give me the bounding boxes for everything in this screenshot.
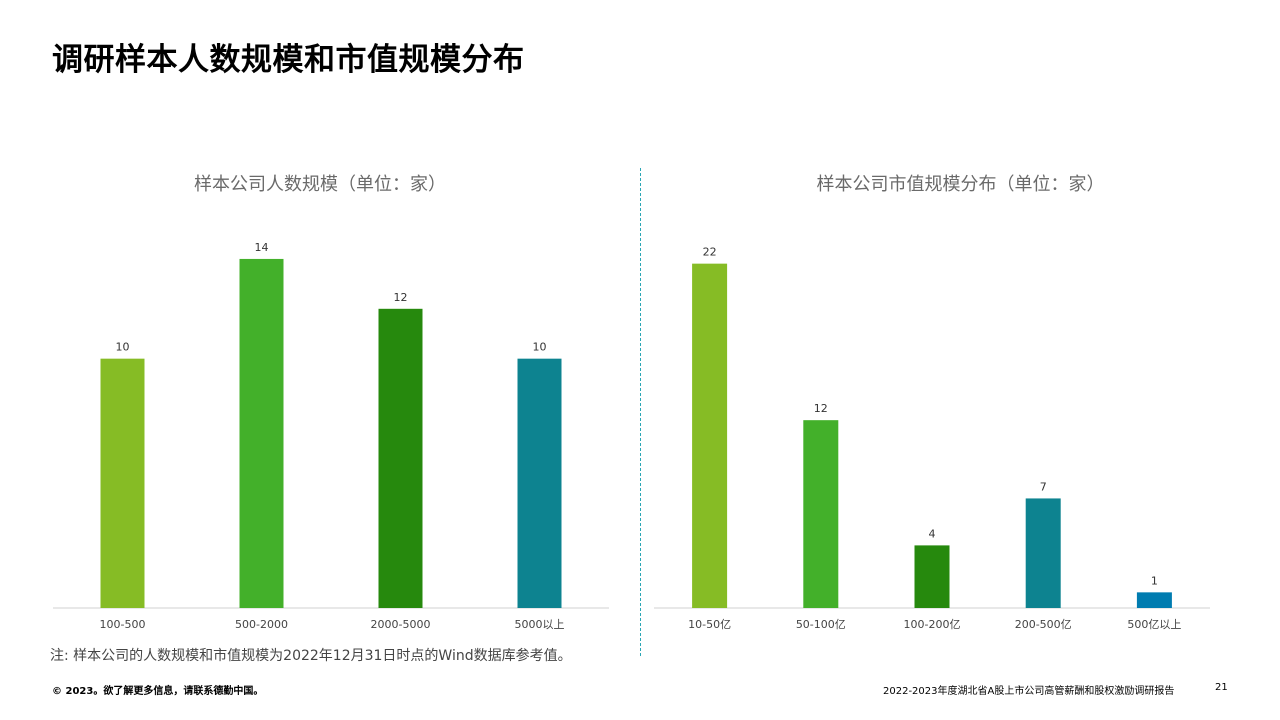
bar-2 — [239, 258, 284, 608]
data-label: 12 — [814, 402, 828, 415]
data-label: 14 — [255, 241, 269, 254]
x-tick-label: 10-50亿 — [688, 618, 731, 631]
x-tick-label: 500-2000 — [235, 618, 288, 631]
chart-title: 样本公司市值规模分布（单位：家） — [816, 174, 1105, 195]
bar-1 — [692, 263, 728, 608]
x-tick-label: 2000-5000 — [371, 618, 431, 631]
x-tick-label: 50-100亿 — [796, 618, 846, 631]
data-label: 12 — [394, 291, 408, 304]
x-tick-label: 500亿以上 — [1127, 618, 1181, 631]
x-tick-label: 200-500亿 — [1015, 618, 1072, 631]
chart-market-cap: 样本公司市值规模分布（单位：家） 22 10-50亿 12 50-100亿 4 100-2… — [641, 150, 1280, 640]
bar-5 — [1136, 592, 1172, 608]
data-label: 10 — [116, 341, 130, 354]
chart-employee-scale-plot: 10 100-500 14 500-2000 12 2000-5000 10 5000以上 — [53, 241, 609, 631]
data-label: 22 — [703, 246, 717, 259]
bar-3 — [378, 308, 423, 608]
bar-2 — [803, 420, 839, 608]
data-label: 10 — [533, 341, 547, 354]
bar-4 — [1025, 498, 1061, 608]
x-tick-label: 100-200亿 — [904, 618, 961, 631]
page-title: 调研样本人数规模和市值规模分布 — [52, 42, 525, 78]
data-label: 4 — [929, 527, 936, 540]
bar-1 — [100, 358, 145, 608]
footnote: 注: 样本公司的人数规模和市值规模为2022年12月31日时点的Wind数据库参… — [50, 648, 572, 664]
copyright-notice: © 2023。欲了解更多信息，请联系德勤中国。 — [52, 686, 264, 697]
data-label: 1 — [1151, 574, 1158, 587]
x-tick-label: 100-500 — [100, 618, 146, 631]
chart-market-cap-plot: 22 10-50亿 12 50-100亿 4 100-200亿 7 200-500亿 1 500亿… — [654, 246, 1210, 631]
x-tick-label: 5000以上 — [515, 618, 565, 631]
data-label: 7 — [1040, 480, 1047, 493]
bar-3 — [914, 545, 950, 608]
chart-title: 样本公司人数规模（单位：家） — [194, 174, 446, 195]
report-title: 2022-2023年度湖北省A股上市公司高管薪酬和股权激励调研报告 — [883, 686, 1175, 697]
bar-4 — [517, 358, 562, 608]
chart-divider — [640, 168, 641, 656]
chart-employee-scale: 样本公司人数规模（单位：家） 10 100-500 14 500-2000 12 2000… — [0, 150, 640, 640]
page-number: 21 — [1215, 682, 1228, 693]
